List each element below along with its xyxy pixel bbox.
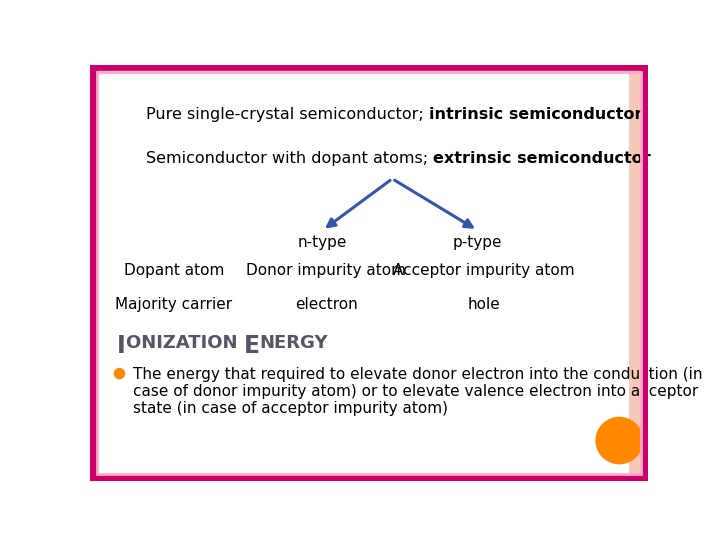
- Text: ONIZATION: ONIZATION: [126, 334, 243, 352]
- Text: I: I: [117, 334, 126, 359]
- FancyBboxPatch shape: [629, 72, 641, 474]
- Circle shape: [114, 369, 125, 379]
- Text: The energy that required to elevate donor electron into the conduction (in: The energy that required to elevate dono…: [133, 367, 703, 382]
- Text: E: E: [243, 334, 260, 359]
- Text: hole: hole: [467, 298, 500, 312]
- Text: Majority carrier: Majority carrier: [115, 298, 233, 312]
- Text: Pure single-crystal semiconductor;: Pure single-crystal semiconductor;: [145, 107, 428, 122]
- Text: Acceptor impurity atom: Acceptor impurity atom: [393, 264, 575, 279]
- Text: n-type: n-type: [298, 235, 347, 250]
- Text: Semiconductor with dopant atoms;: Semiconductor with dopant atoms;: [145, 151, 433, 166]
- Text: Dopant atom: Dopant atom: [124, 264, 224, 279]
- Text: Donor impurity atom: Donor impurity atom: [246, 264, 406, 279]
- Text: p-type: p-type: [453, 235, 503, 250]
- Text: electron: electron: [295, 298, 358, 312]
- Circle shape: [596, 417, 642, 464]
- Text: case of donor impurity atom) or to elevate valence electron into acceptor: case of donor impurity atom) or to eleva…: [133, 384, 698, 400]
- Text: NERGY: NERGY: [260, 334, 328, 352]
- Text: extrinsic semiconductor: extrinsic semiconductor: [433, 151, 651, 166]
- Text: intrinsic semiconductor: intrinsic semiconductor: [428, 107, 642, 122]
- Text: state (in case of acceptor impurity atom): state (in case of acceptor impurity atom…: [133, 401, 449, 416]
